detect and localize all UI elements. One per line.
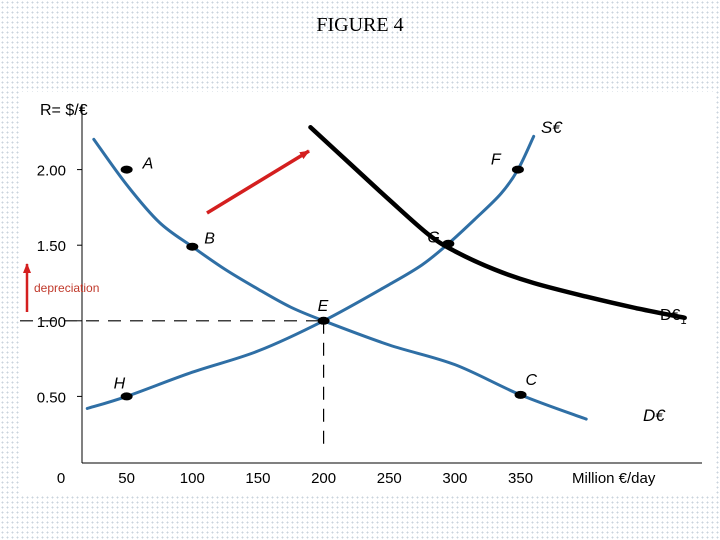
points-layer — [120, 165, 527, 401]
chart-svg: R= $/€ 0.50 1.00 1.50 2.00 0 50 100 150 200 250 300… — [20, 102, 702, 487]
point-label-a: A — [142, 156, 154, 173]
supply-curve-label: S€ — [541, 118, 563, 137]
new-demand-curve-subscript: 1 — [680, 315, 686, 327]
x-tick-label: 250 — [377, 470, 402, 487]
x-tick-label: 100 — [180, 470, 205, 487]
figure-title: FIGURE 4 — [316, 14, 404, 36]
x-tick-label: 200 — [311, 470, 336, 487]
x-tick-label: 50 — [118, 470, 135, 487]
y-tick-label: 0.50 — [37, 389, 66, 406]
chart-panel: R= $/€ 0.50 1.00 1.50 2.00 0 50 100 150 200 250 300… — [20, 92, 714, 496]
point-marker-e — [317, 316, 330, 325]
point-marker-g — [442, 239, 455, 248]
text-layer: R= $/€ 0.50 1.00 1.50 2.00 0 50 100 150 200 250 300… — [34, 102, 687, 487]
point-marker-h — [120, 392, 133, 401]
point-label-e: E — [318, 298, 329, 315]
point-label-g: G — [427, 230, 439, 247]
point-label-f: F — [491, 152, 502, 169]
point-marker-a — [120, 165, 133, 174]
new-demand-curve-label: D€1 — [660, 307, 687, 327]
x-tick-label: 150 — [245, 470, 270, 487]
depreciation-label: depreciation — [34, 281, 99, 295]
supply-curve — [85, 134, 536, 410]
point-marker-f — [511, 165, 524, 174]
y-tick-label: 1.50 — [37, 238, 66, 255]
point-label-b: B — [204, 231, 215, 248]
axes-layer — [77, 104, 702, 464]
x-tick-label: 0 — [57, 470, 65, 487]
curves-layer — [23, 125, 687, 421]
y-tick-label: 2.00 — [37, 163, 66, 180]
point-label-c: C — [526, 372, 538, 389]
point-label-h: H — [114, 375, 126, 392]
demand-curve-label: D€ — [643, 406, 666, 425]
point-marker-b — [186, 242, 199, 251]
y-tick-label: 1.00 — [37, 314, 66, 331]
point-marker-c — [514, 390, 527, 399]
new-demand-curve — [308, 125, 687, 321]
y-axis-label: R= $/€ — [40, 102, 88, 119]
x-tick-label: 350 — [508, 470, 533, 487]
x-axis-label: Million €/day — [572, 470, 656, 487]
demand-shift-arrow — [206, 149, 310, 215]
x-tick-label: 300 — [442, 470, 467, 487]
guides-layer — [20, 320, 325, 448]
demand-curve — [92, 137, 588, 421]
